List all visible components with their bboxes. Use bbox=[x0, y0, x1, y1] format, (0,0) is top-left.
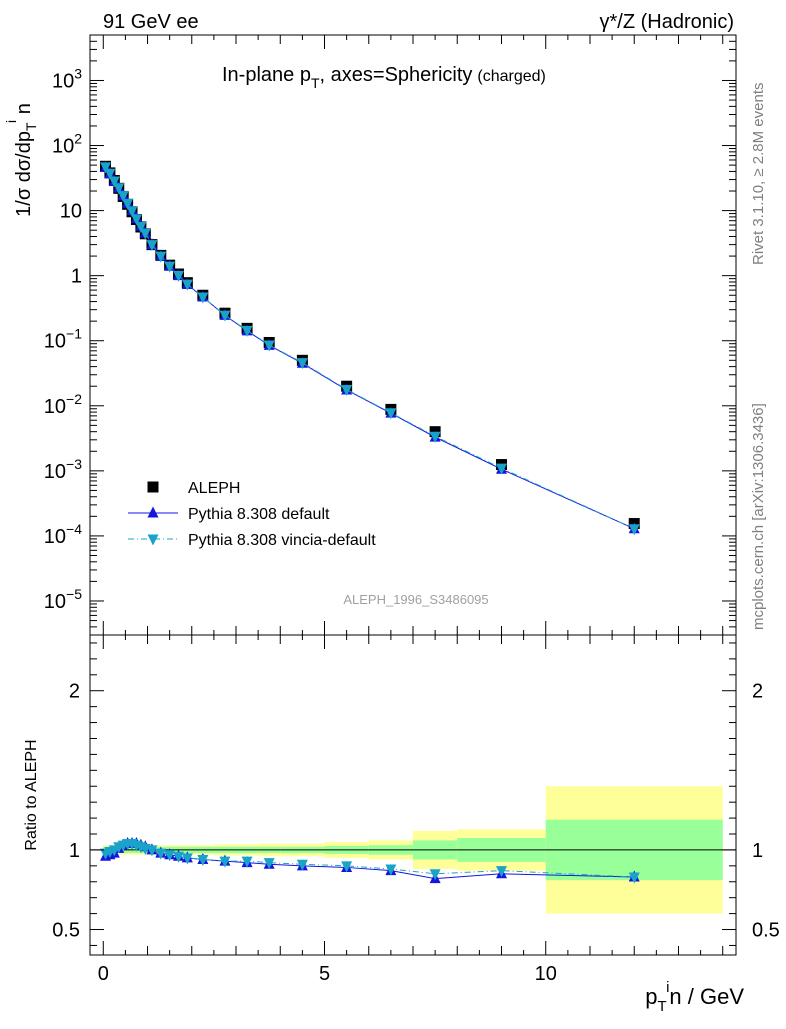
data-point-pythia-8-308-vincia-default bbox=[628, 524, 640, 536]
data-point-pythia-8-308-vincia-default bbox=[135, 221, 147, 233]
series-line-pythia-8-308-default bbox=[105, 167, 635, 530]
data-point-pythia-8-308-vincia-default bbox=[263, 340, 275, 352]
y-tick-label: 1 bbox=[71, 266, 82, 288]
svg-text:1/σ dσ/dpTi n: 1/σ dσ/dpTi n bbox=[3, 103, 39, 217]
x-axis-label: pTin / GeV bbox=[645, 979, 744, 1015]
ratio-plot bbox=[99, 837, 640, 884]
ratio-y-tick-label-right: 1 bbox=[752, 840, 763, 862]
analysis-id: ALEPH_1996_S3486095 bbox=[343, 592, 488, 607]
y-axis-label-ratio: Ratio to ALEPH bbox=[23, 739, 40, 850]
data-point-pythia-8-308-vincia-default bbox=[146, 240, 158, 252]
legend-label-pythia-8-308-vincia-default: Pythia 8.308 vincia-default bbox=[188, 532, 376, 549]
x-tick-label: 0 bbox=[98, 963, 109, 985]
data-point-pythia-8-308-vincia-default bbox=[429, 431, 441, 443]
data-point-pythia-8-308-vincia-default bbox=[172, 270, 184, 282]
y-tick-label: 10−2 bbox=[44, 391, 82, 418]
y-tick-label: 10−1 bbox=[44, 326, 82, 353]
ratio-point-pythia-8-308-vincia-default bbox=[181, 853, 193, 865]
data-point-pythia-8-308-vincia-default bbox=[385, 408, 397, 420]
legend: ALEPH Pythia 8.308 default Pythia 8.308 vi… bbox=[128, 480, 376, 549]
legend-label-pythia-8-308-default: Pythia 8.308 default bbox=[188, 506, 330, 523]
y-tick-label: 10−5 bbox=[44, 586, 82, 613]
series-line-pythia-8-308-vincia-default bbox=[105, 166, 635, 530]
ratio-point-pythia-8-308-vincia-default bbox=[146, 845, 158, 857]
ratio-y-tick-label: 2 bbox=[69, 681, 80, 703]
y-tick-label: 10−3 bbox=[44, 456, 82, 483]
data-point-pythia-8-308-vincia-default bbox=[241, 325, 253, 337]
main-plot bbox=[99, 160, 640, 536]
y-tick-label: 102 bbox=[52, 131, 82, 158]
data-point-pythia-8-308-vincia-default bbox=[296, 358, 308, 370]
legend-marker-aleph bbox=[147, 481, 159, 493]
data-point-pythia-8-308-vincia-default bbox=[197, 292, 209, 304]
axis-ticks: 0 5 10 10−5 10−4 10−3 10−2 10−1 1 10 102 103 0.5 0.5 1… bbox=[44, 34, 780, 985]
rivet-label: Rivet 3.1.10, ≥ 2.8M events bbox=[750, 83, 767, 266]
ratio-point-pythia-8-308-vincia-default bbox=[155, 848, 167, 860]
data-point-pythia-8-308-vincia-default bbox=[104, 168, 116, 180]
mcplots-label: mcplots.cern.ch [arXiv:1306.3436] bbox=[750, 403, 767, 630]
y-tick-label: 10−4 bbox=[44, 521, 82, 548]
ratio-error-bands bbox=[90, 786, 736, 914]
ratio-point-pythia-8-308-vincia-default bbox=[219, 856, 231, 868]
x-tick-label: 10 bbox=[535, 963, 557, 985]
ratio-y-tick-label: 1 bbox=[69, 840, 80, 862]
ratio-point-pythia-8-308-vincia-default bbox=[495, 866, 507, 878]
ratio-point-pythia-8-308-vincia-default bbox=[197, 854, 209, 866]
legend-marker-pythia-8-308-default bbox=[147, 506, 159, 518]
data-point-pythia-8-308-vincia-default bbox=[113, 183, 125, 195]
data-point-pythia-8-308-vincia-default bbox=[108, 176, 120, 188]
x-tick-label: 5 bbox=[319, 963, 330, 985]
ratio-point-pythia-8-308-vincia-default bbox=[263, 858, 275, 870]
data-point-pythia-8-308-vincia-default bbox=[117, 191, 129, 203]
ratio-plot-frame bbox=[89, 634, 737, 956]
ratio-y-tick-label-right: 0.5 bbox=[752, 920, 780, 942]
legend-label-aleph: ALEPH bbox=[188, 480, 240, 497]
ratio-point-pythia-8-308-vincia-default bbox=[628, 872, 640, 884]
data-point-pythia-8-308-vincia-default bbox=[341, 384, 353, 396]
data-point-pythia-8-308-vincia-default bbox=[181, 279, 193, 291]
ratio-point-pythia-8-308-vincia-default bbox=[241, 856, 253, 868]
ratio-y-tick-label: 0.5 bbox=[52, 920, 80, 942]
data-point-pythia-8-308-vincia-default bbox=[130, 214, 142, 226]
y-tick-label: 10 bbox=[60, 201, 82, 223]
ratio-point-pythia-8-308-vincia-default bbox=[385, 864, 397, 876]
y-axis-label-main: 1/σ dσ/dpTi n bbox=[3, 103, 39, 217]
data-point-pythia-8-308-vincia-default bbox=[126, 206, 138, 218]
ratio-point-pythia-8-308-vincia-default bbox=[341, 861, 353, 873]
main-plot-frame bbox=[89, 34, 737, 636]
legend-marker-pythia-8-308-vincia-default bbox=[147, 534, 159, 546]
data-point-pythia-8-308-vincia-default bbox=[122, 198, 134, 210]
ratio-point-pythia-8-308-vincia-default bbox=[296, 859, 308, 871]
data-point-pythia-8-308-vincia-default bbox=[164, 261, 176, 273]
data-point-pythia-8-308-vincia-default bbox=[99, 162, 111, 174]
ratio-y-tick-label-right: 2 bbox=[752, 681, 763, 703]
plot-title: In-plane pT, axes=Sphericity (charged) bbox=[222, 64, 546, 91]
y-tick-label: 103 bbox=[52, 65, 82, 92]
data-point-pythia-8-308-vincia-default bbox=[155, 251, 167, 263]
header-left: 91 GeV ee bbox=[103, 11, 199, 33]
data-point-pythia-8-308-vincia-default bbox=[495, 463, 507, 475]
ratio-point-pythia-8-308-vincia-default bbox=[164, 850, 176, 862]
data-point-pythia-8-308-vincia-default bbox=[219, 310, 231, 322]
ratio-point-pythia-8-308-vincia-default bbox=[429, 869, 441, 881]
data-point-pythia-8-308-vincia-default bbox=[139, 228, 151, 240]
header-right: γ*/Z (Hadronic) bbox=[600, 11, 734, 33]
ratio-point-pythia-8-308-vincia-default bbox=[172, 851, 184, 863]
